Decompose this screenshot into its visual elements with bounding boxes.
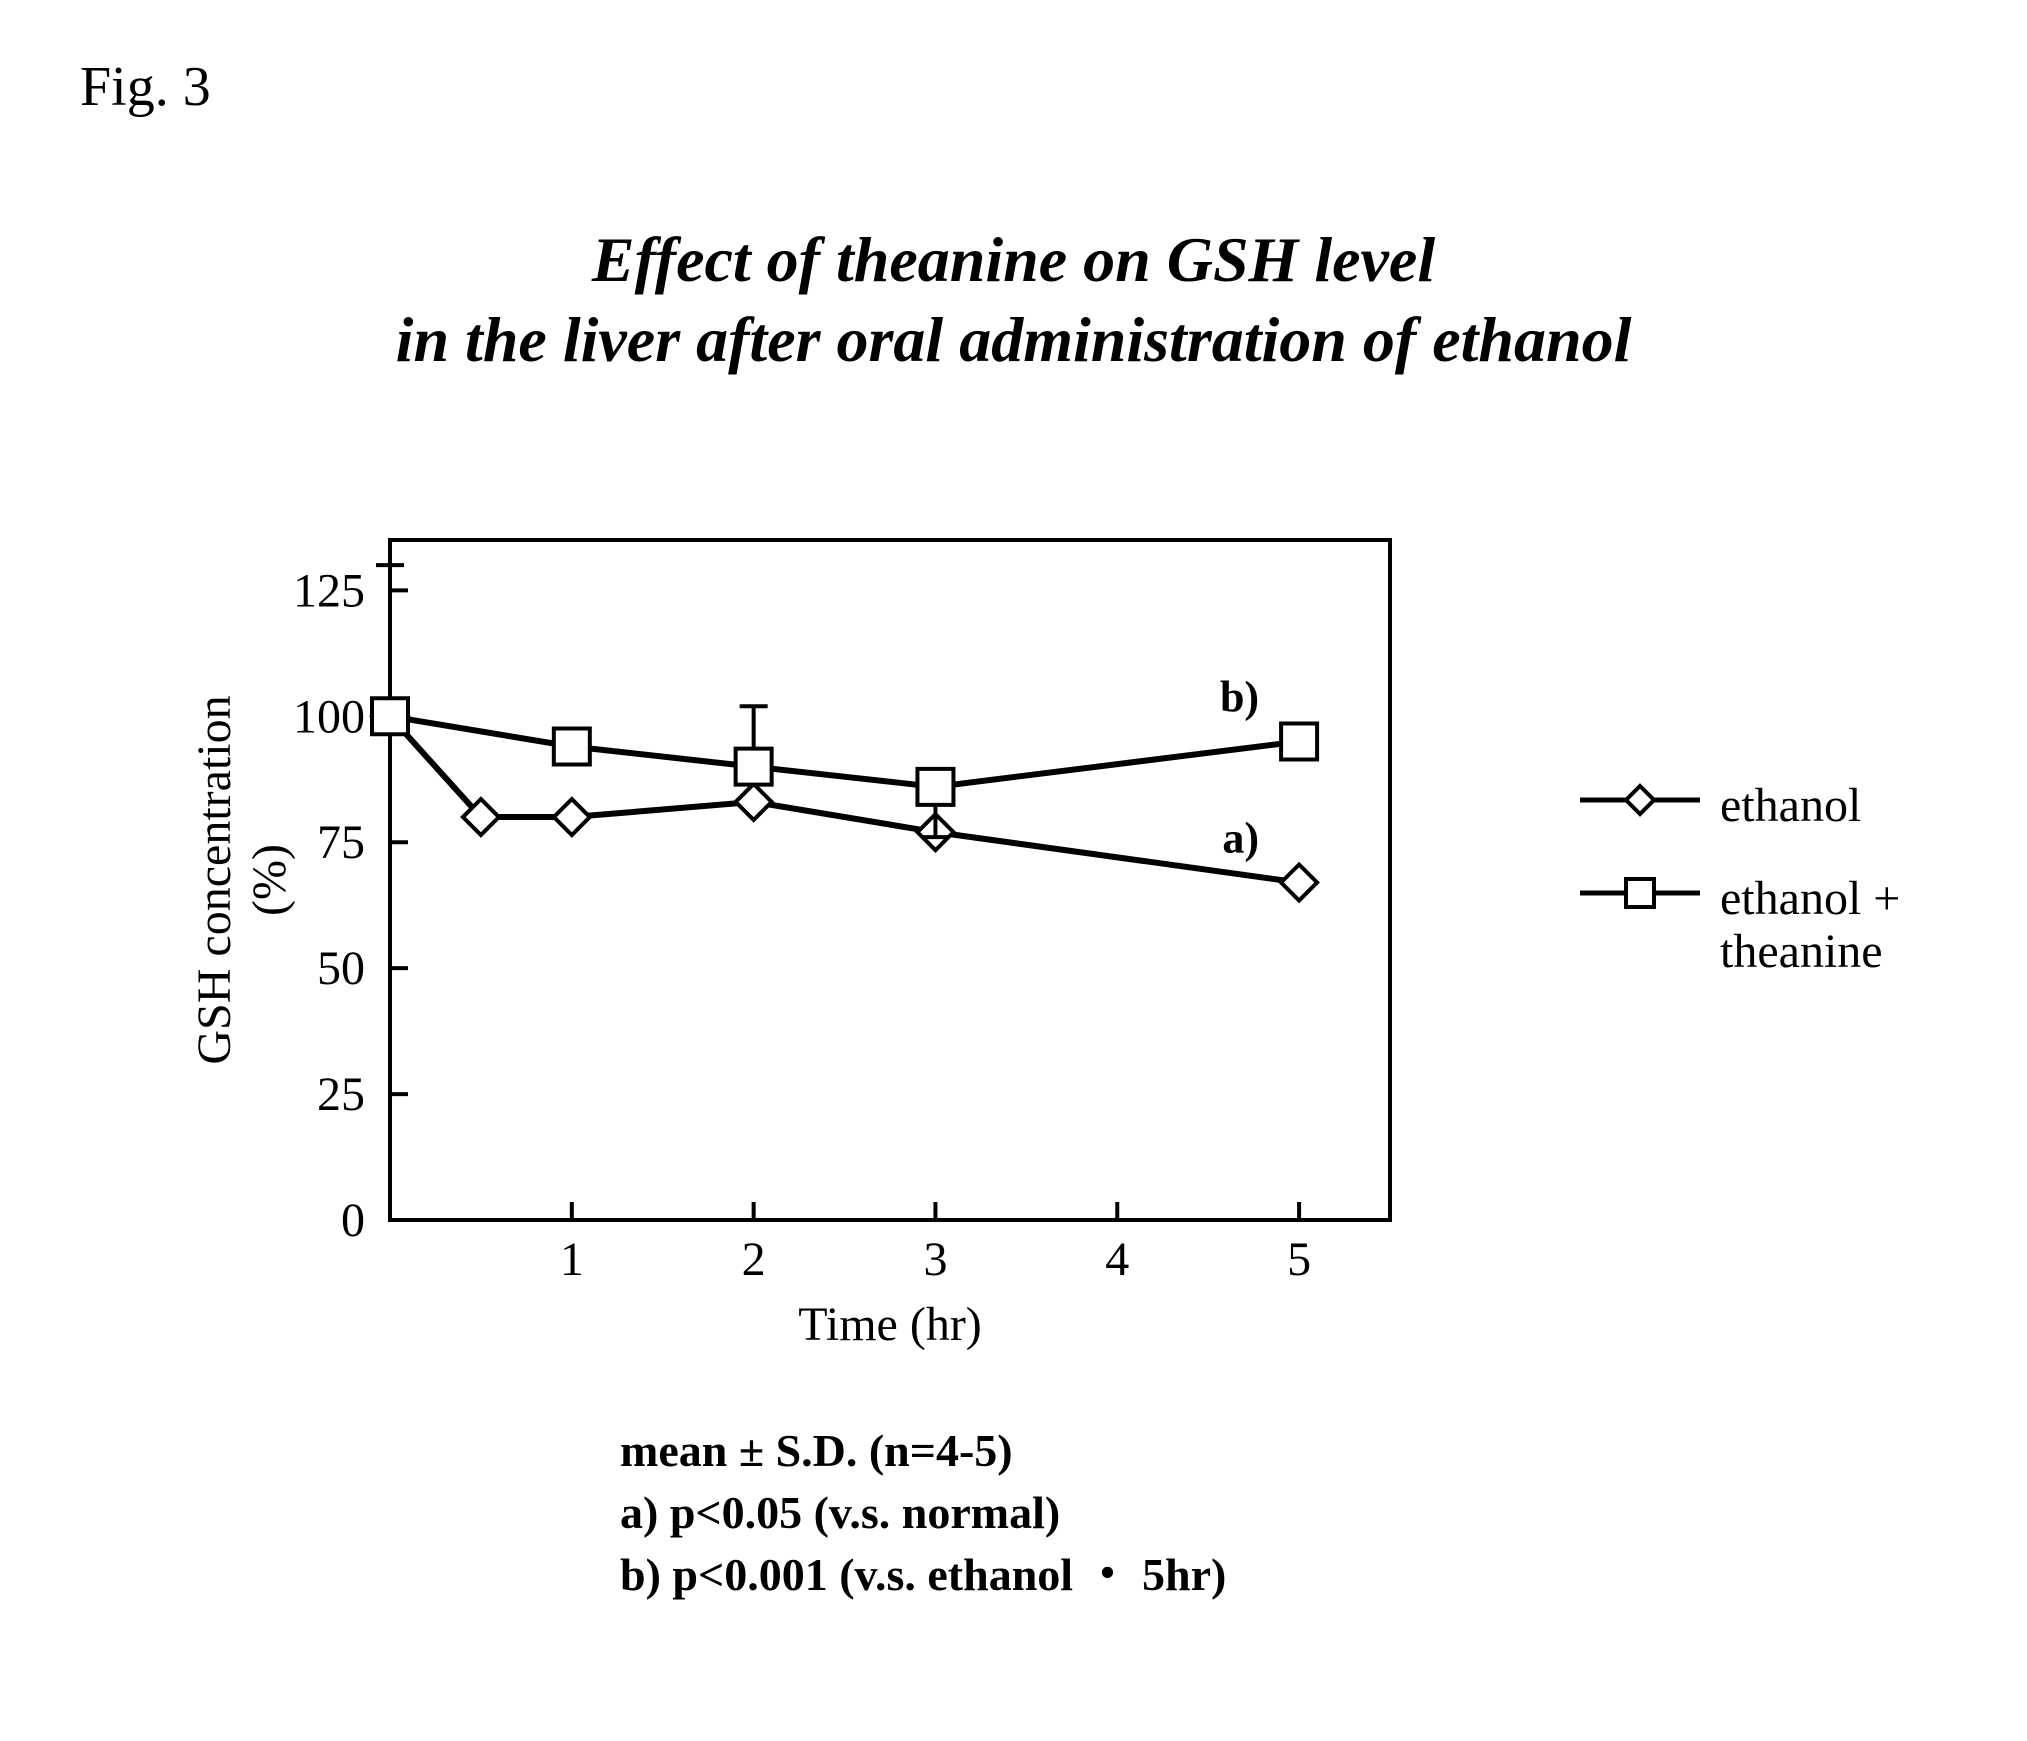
x-tick-label: 2 xyxy=(742,1233,766,1286)
chart-area: 0 25 50 75 100 125 1 2 3 4 5 Time (hr) GSH concentra… xyxy=(180,520,1450,1385)
legend-label: ethanol xyxy=(1720,780,1861,833)
series-annotation: a) xyxy=(1222,814,1259,863)
square-marker-icon xyxy=(1580,873,1700,913)
chart-footnotes: mean ± S.D. (n=4-5)a) p<0.05 (v.s. norma… xyxy=(620,1420,1226,1606)
series-marker xyxy=(554,799,590,835)
series-marker xyxy=(372,698,408,734)
y-tick-label: 100 xyxy=(293,690,365,743)
title-line-1: Effect of theanine on GSH level xyxy=(592,224,1435,295)
figure-label: Fig. 3 xyxy=(80,55,211,119)
y-tick-label: 25 xyxy=(317,1068,365,1121)
x-tick-label: 5 xyxy=(1287,1233,1311,1286)
series-marker xyxy=(1281,723,1317,759)
footnote-line: a) p<0.05 (v.s. normal) xyxy=(620,1482,1226,1544)
title-line-2: in the liver after oral administration o… xyxy=(396,304,1632,375)
series-marker xyxy=(1281,865,1317,901)
x-axis-label: Time (hr) xyxy=(798,1298,982,1351)
y-tick-label: 50 xyxy=(317,942,365,995)
series-marker xyxy=(736,784,772,820)
line-chart-svg: 0 25 50 75 100 125 1 2 3 4 5 Time (hr) GSH concentra… xyxy=(180,520,1450,1380)
series-line xyxy=(390,716,1299,787)
footnote-line: b) p<0.001 (v.s. ethanol ・ 5hr) xyxy=(620,1544,1226,1606)
x-tick-label: 3 xyxy=(923,1233,947,1286)
legend-label: ethanol +theanine xyxy=(1720,873,1900,979)
diamond-marker-icon xyxy=(1580,780,1700,820)
y-axis-label-line1: GSH concentration xyxy=(188,695,241,1064)
series-marker xyxy=(736,749,772,785)
page: Fig. 3 Effect of theanine on GSH level i… xyxy=(0,0,2027,1741)
y-tick-label: 0 xyxy=(341,1194,365,1247)
series-marker xyxy=(554,729,590,765)
series-annotation: b) xyxy=(1220,672,1259,721)
x-tick-label: 1 xyxy=(560,1233,584,1286)
legend-item: ethanol +theanine xyxy=(1580,873,1900,979)
chart-title: Effect of theanine on GSH level in the l… xyxy=(0,220,2027,380)
series-marker xyxy=(917,769,953,805)
chart-legend: ethanol ethanol +theanine xyxy=(1580,780,1900,1018)
footnote-line: mean ± S.D. (n=4-5) xyxy=(620,1420,1226,1482)
y-tick-label: 125 xyxy=(293,564,365,617)
legend-item: ethanol xyxy=(1580,780,1900,833)
y-axis-label-line2: (%) xyxy=(243,844,296,916)
x-tick-label: 4 xyxy=(1105,1233,1129,1286)
y-tick-label: 75 xyxy=(317,816,365,869)
